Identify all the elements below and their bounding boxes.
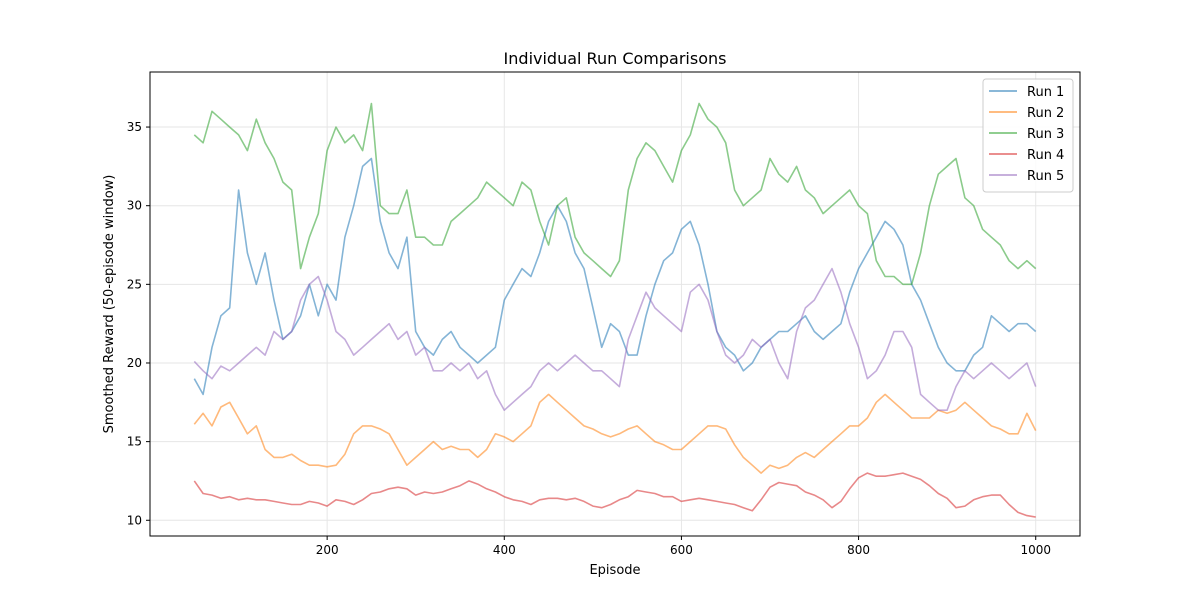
y-tick-label: 10: [127, 513, 142, 527]
series-line-run-4: [193, 472, 1036, 518]
plot-frame: [149, 71, 1081, 537]
legend-label: Run 5: [1027, 169, 1064, 184]
legend-label: Run 4: [1027, 148, 1064, 163]
y-tick-label: 15: [127, 435, 142, 449]
series-line-run-3: [193, 102, 1037, 286]
y-axis-ticks: 10 15 20 25 30 35: [127, 120, 150, 527]
grid: [150, 72, 1080, 536]
x-tick-label: 600: [670, 543, 693, 557]
chart-title: Individual Run Comparisons: [504, 49, 727, 68]
x-axis-label: Episode: [589, 563, 640, 578]
x-tick-label: 400: [493, 543, 516, 557]
x-tick-label: 1000: [1020, 543, 1051, 557]
legend-label: Run 3: [1027, 127, 1064, 142]
series-line-run-1: [193, 157, 1037, 396]
legend-box: [982, 78, 1074, 193]
y-tick-label: 25: [127, 277, 142, 291]
legend-label: Run 2: [1027, 106, 1064, 121]
series-line-run-2: [193, 393, 1037, 474]
x-tick-label: 200: [316, 543, 339, 557]
y-tick-label: 30: [127, 199, 142, 213]
y-axis-label: Smoothed Reward (50-episode window): [102, 175, 117, 434]
legend: Run 1 Run 2 Run 3 Run 4 Run 5: [982, 78, 1074, 193]
y-tick-label: 20: [127, 356, 142, 370]
series-line-run-5: [193, 267, 1037, 412]
x-tick-label: 800: [847, 543, 870, 557]
series-lines: [193, 102, 1037, 518]
y-tick-label: 35: [127, 120, 142, 134]
legend-label: Run 1: [1027, 85, 1064, 100]
x-axis-ticks: 200 400 600 800 1000: [316, 536, 1051, 557]
